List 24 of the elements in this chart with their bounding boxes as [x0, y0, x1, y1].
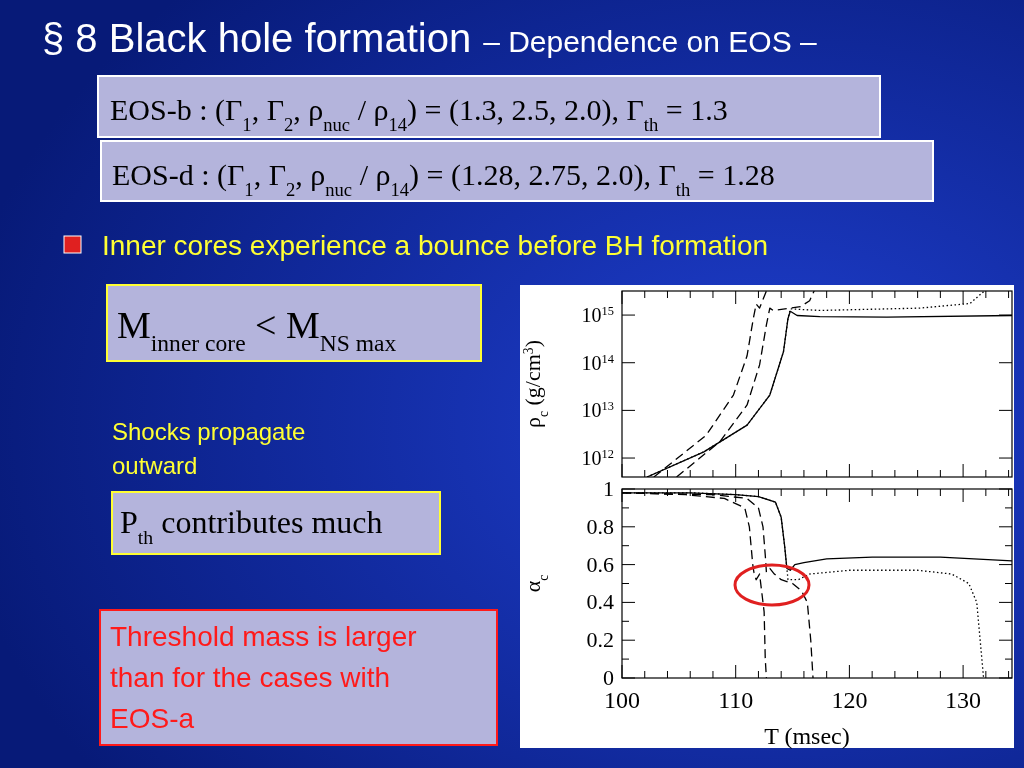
y-tick-label: 0: [603, 665, 614, 690]
y-tick-label: 0.4: [586, 589, 614, 615]
y-tick-label: 0.2: [586, 627, 614, 653]
text: EOS-b : (Γ$_{1}$, Γ$_{2}$, ρ$_{nuc}$ / ρ$_{14}$) = (1.3, 2.5, 2.0), Γ$_{th}$ = 1.3: [110, 93, 728, 135]
x-tick-label: 120: [831, 687, 868, 713]
y-tick-label: 1: [603, 476, 614, 501]
x-tick-label: 130: [945, 687, 982, 713]
y-tick-label: 10$^{13}$: [581, 399, 614, 422]
x-axis-title: T (msec): [764, 723, 850, 749]
text: M$_{inner core}$ < M$_{NS max}$: [117, 304, 397, 356]
text: Inner cores experience a bounce before BH formation: [102, 230, 769, 261]
chart-subtitle: – Dependence on EOS –: [483, 25, 818, 58]
y-tick-label: 10$^{14}$: [581, 351, 614, 374]
text: Shocks propagate outward: [112, 418, 306, 479]
y-tick-label: 10$^{12}$: [581, 447, 614, 470]
x-tick-label: 110: [718, 687, 754, 713]
y-tick-label: 10$^{15}$: [581, 304, 614, 327]
text: § 8 Black hole formation: [42, 16, 472, 60]
text: P$_{th}$ contributes much: [120, 504, 383, 548]
text: Threshold mass is larger than for the cases with EOS-a: [110, 621, 417, 734]
x-tick-label: 100: [604, 687, 640, 713]
text: EOS-d : (Γ$_{1}$, Γ$_{2}$, ρ$_{nuc}$ / ρ$_{14}$) = (1.28, 2.75, 2.0), Γ$_{th}$ = 1.28: [112, 158, 775, 200]
y-tick-label: 0.6: [586, 551, 614, 577]
y-tick-label: 0.8: [586, 513, 614, 539]
